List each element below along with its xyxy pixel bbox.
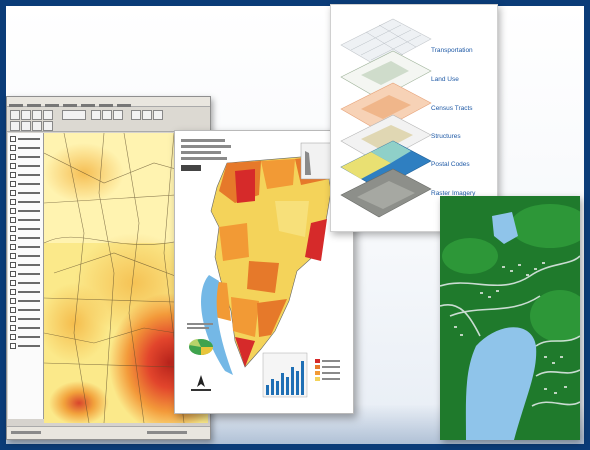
layer-checkbox-icon[interactable] (10, 297, 41, 304)
toolbar-button-icon[interactable] (62, 110, 86, 120)
layer-transportation-plane (340, 18, 432, 68)
layer-checkbox-icon[interactable] (10, 144, 41, 151)
layer-label-raster-imagery: Raster Imagery (431, 190, 476, 197)
toolbar-button-icon[interactable] (21, 110, 31, 120)
toolbar-button-icon[interactable] (10, 121, 20, 131)
toolbar-button-icon[interactable] (91, 110, 101, 120)
map-legend (315, 359, 340, 381)
layer-checkbox-icon[interactable] (10, 333, 41, 340)
layer-checkbox-icon[interactable] (10, 306, 41, 313)
toolbar-button-icon[interactable] (102, 110, 112, 120)
layer-checkbox-icon[interactable] (10, 324, 41, 331)
layer-land-use-plane (340, 50, 432, 100)
layer-checkbox-icon[interactable] (10, 252, 41, 259)
toolbar-button-icon[interactable] (131, 110, 141, 120)
layer-checkbox-icon[interactable] (10, 225, 41, 232)
layer-checkbox-icon[interactable] (10, 153, 41, 160)
layer-label-postal-codes: Postal Codes (431, 161, 470, 168)
layer-checkbox-icon[interactable] (10, 270, 41, 277)
layer-checkbox-icon[interactable] (10, 279, 41, 286)
toolbar-button-icon[interactable] (142, 110, 152, 120)
toolbar-button-icon[interactable] (32, 110, 42, 120)
toolbar-button-icon[interactable] (32, 121, 42, 131)
terrain-lake (465, 212, 537, 440)
bar-chart-icon (262, 352, 308, 398)
layer-raster-imagery-plane (340, 168, 432, 218)
layer-checkbox-icon[interactable] (10, 207, 41, 214)
pie-chart-icon (187, 323, 213, 355)
toolbar-button-icon[interactable] (43, 110, 53, 120)
status-bar (7, 426, 210, 439)
layer-label-census-tracts: Census Tracts (431, 105, 473, 112)
toolbar (7, 107, 210, 132)
toolbar-button-icon[interactable] (153, 110, 163, 120)
layer-checkbox-icon[interactable] (10, 261, 41, 268)
layer-label-transportation: Transportation (431, 47, 473, 54)
layer-checkbox-icon[interactable] (10, 180, 41, 187)
inset-panel (300, 142, 336, 180)
layer-postal-codes-plane (340, 140, 432, 190)
layer-census-tracts-plane (340, 82, 432, 132)
north-arrow-icon (191, 375, 211, 391)
layer-checkbox-icon[interactable] (10, 342, 41, 349)
toolbar-button-icon[interactable] (10, 110, 20, 120)
district-choropleth-map (201, 154, 332, 375)
layer-checkbox-icon[interactable] (10, 216, 41, 223)
layer-checkbox-icon[interactable] (10, 243, 41, 250)
layer-checkbox-icon[interactable] (10, 189, 41, 196)
toolbar-button-icon[interactable] (43, 121, 53, 131)
layer-checkbox-icon[interactable] (10, 171, 41, 178)
layer-label-land-use: Land Use (431, 76, 459, 83)
menu-bar[interactable] (7, 97, 210, 107)
map-layout-sheet (174, 130, 354, 414)
table-of-contents (8, 133, 44, 419)
data-layers-panel: Transportation Land Use Census Tracts St… (330, 4, 498, 232)
layer-checkbox-icon[interactable] (10, 135, 41, 142)
layer-checkbox-icon[interactable] (10, 198, 41, 205)
toolbar-button-icon[interactable] (21, 121, 31, 131)
layer-label-structures: Structures (431, 133, 461, 140)
layer-checkbox-icon[interactable] (10, 288, 41, 295)
toolbar-button-icon[interactable] (113, 110, 123, 120)
map-title-block (181, 139, 231, 171)
layer-checkbox-icon[interactable] (10, 234, 41, 241)
layer-checkbox-icon[interactable] (10, 315, 41, 322)
terrain-3d-render (440, 196, 580, 440)
layer-checkbox-icon[interactable] (10, 162, 41, 169)
